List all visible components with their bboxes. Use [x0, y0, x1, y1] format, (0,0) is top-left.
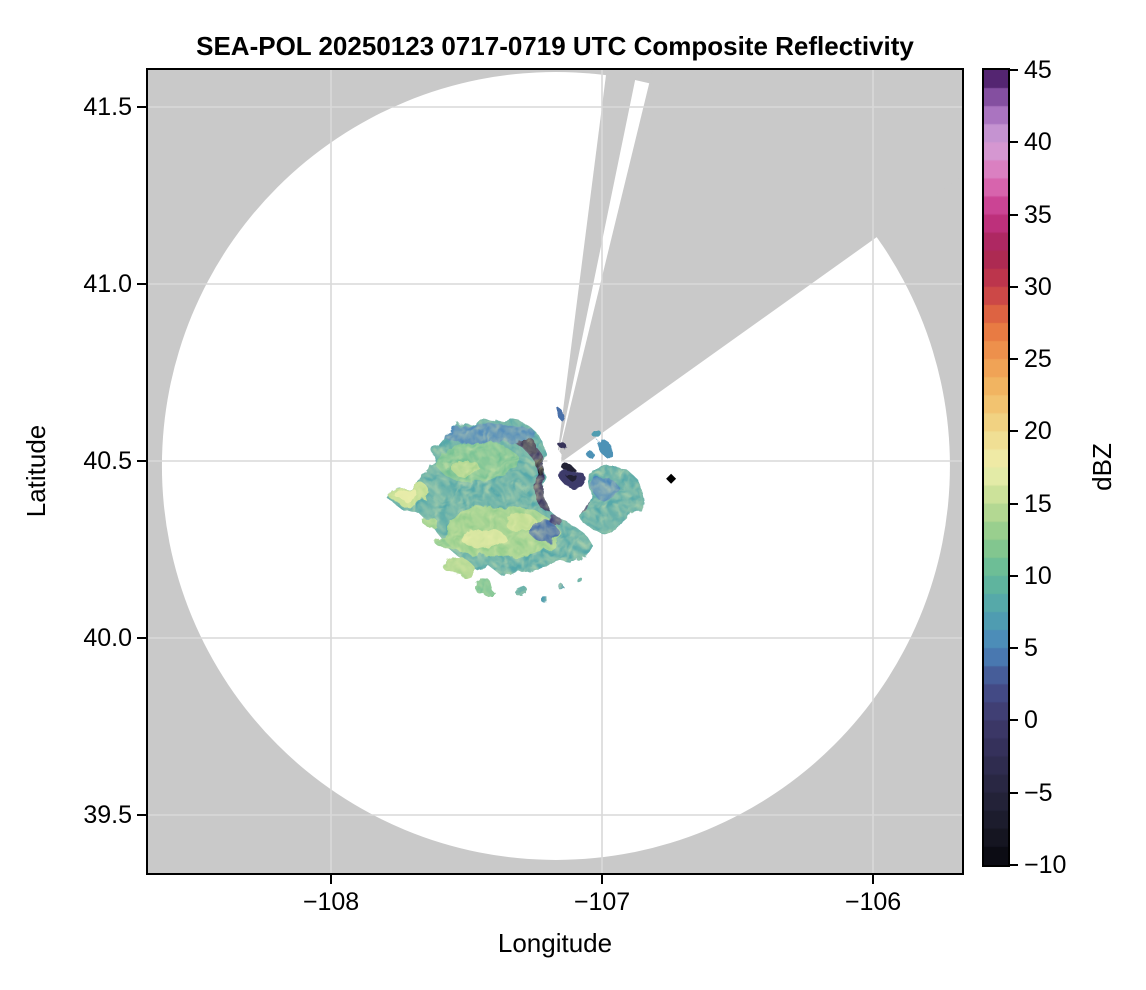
- colorbar-tick-label: 30: [1024, 272, 1052, 301]
- y-tick: [137, 460, 146, 462]
- colorbar-tick-label: −10: [1024, 851, 1067, 879]
- colorbar-tick: [1010, 285, 1018, 288]
- y-tick-label: 39.5: [83, 801, 132, 829]
- diamond-marker: [666, 473, 677, 484]
- colorbar-tick: [1010, 647, 1018, 650]
- figure-title: SEA-POL 20250123 0717-0719 UTC Composite…: [196, 31, 914, 61]
- echo-region-speck-teal-ne1: [593, 431, 603, 440]
- radar-plot-canvas: [148, 70, 962, 873]
- y-axis-label: Latitude: [21, 424, 51, 518]
- colorbar: [982, 68, 1010, 867]
- y-tick: [137, 106, 146, 108]
- colorbar-tick-label: 5: [1024, 634, 1038, 663]
- plot-area: [148, 70, 962, 873]
- colorbar-tick: [1010, 864, 1018, 866]
- colorbar-tick: [1010, 719, 1018, 722]
- colorbar-tick: [1010, 791, 1018, 794]
- colorbar-tick-label: 10: [1024, 561, 1052, 590]
- x-axis-label: Longitude: [497, 928, 613, 958]
- marker-layer: [666, 473, 677, 484]
- colorbar-tick: [1010, 430, 1018, 433]
- colorbar-tick: [1010, 574, 1018, 577]
- colorbar-label: dBZ: [1087, 443, 1117, 491]
- colorbar-tick: [1010, 358, 1018, 361]
- colorbar-tick-label: 35: [1024, 200, 1052, 229]
- x-tick-label: −107: [573, 888, 631, 916]
- colorbar-tick-label: 45: [1024, 56, 1052, 84]
- echo-region-speck-teal-ne2: [583, 449, 592, 456]
- colorbar-tick: [1010, 213, 1018, 216]
- colorbar-tick-label: −5: [1024, 778, 1053, 807]
- y-tick: [137, 283, 146, 285]
- colorbar-tick-label: 15: [1024, 489, 1052, 518]
- y-tick-label: 41.0: [83, 270, 132, 298]
- echo-hole: [545, 449, 567, 515]
- echo-specks: [557, 411, 611, 489]
- x-tick-label: −108: [302, 888, 360, 916]
- colorbar-tick-label: 40: [1024, 128, 1052, 157]
- echo-region-center-hole-top: [545, 449, 567, 515]
- y-tick: [137, 814, 146, 816]
- colorbar-tick: [1010, 141, 1018, 144]
- x-tick-label: −106: [844, 888, 902, 916]
- colorbar-gradient: [984, 70, 1008, 865]
- colorbar-tick-label: 25: [1024, 345, 1052, 374]
- colorbar-tick: [1010, 69, 1018, 71]
- echo-region-speck-teal-ne3: [596, 440, 611, 453]
- y-tick-label: 41.5: [83, 93, 132, 121]
- x-tick: [872, 875, 874, 884]
- x-tick: [601, 875, 603, 884]
- colorbar-tick: [1010, 502, 1018, 505]
- colorbar-tick-label: 0: [1024, 706, 1038, 735]
- echo-region-speck-blue-n: [557, 411, 566, 419]
- y-tick-label: 40.0: [83, 624, 132, 652]
- y-tick-label: 40.5: [83, 447, 132, 475]
- echo-region-speck-dark-ne: [561, 444, 569, 452]
- colorbar-tick-label: 20: [1024, 417, 1052, 446]
- x-tick: [330, 875, 332, 884]
- echo-region-east-dark-core: [567, 473, 576, 481]
- y-tick: [137, 637, 146, 639]
- blocked-sector-2: [555, 70, 962, 466]
